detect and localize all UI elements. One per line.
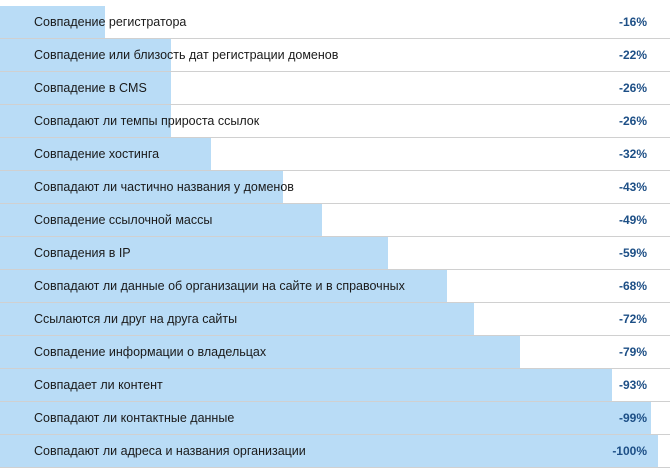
chart-row: Совпадение информации о владельцах -79% [0,336,670,369]
category-label: Совпадают ли контактные данные [34,411,235,425]
chart-bar [0,72,171,104]
chart-bar [0,138,211,170]
value-label: -43% [618,180,647,194]
chart-row: Совпадение ссылочной массы -49% [0,204,670,237]
chart-row: Совпадение хостинга -32% [0,138,670,171]
chart-row: Совпадает ли контент -93% [0,369,670,402]
value-label: -72% [618,312,647,326]
chart-bar [0,237,388,269]
category-label: Совпадение или близость дат регистрации … [34,48,339,62]
chart-bar [0,270,447,302]
chart-bar [0,435,658,467]
chart-bar [0,402,651,434]
chart-row: Совпадают ли темпы прироста ссылок -26% [0,105,670,138]
chart-bar [0,369,612,401]
category-label: Совпадения в IP [34,246,131,260]
category-label: Совпадают ли адреса и названия организац… [34,444,306,458]
value-label: -68% [618,279,647,293]
value-label: -26% [618,81,647,95]
value-label: -32% [618,147,647,161]
category-label: Совпадают ли темпы прироста ссылок [34,114,260,128]
value-label: -59% [618,246,647,260]
chart-bar [0,6,105,38]
value-label: -26% [618,114,647,128]
value-label: -93% [618,378,647,392]
chart-row: Совпадение или близость дат регистрации … [0,39,670,72]
chart-row: Ссылаются ли друг на друга сайты -72% [0,303,670,336]
category-label: Совпадают ли данные об организации на са… [34,279,405,293]
chart-row: Совпадают ли адреса и названия организац… [0,435,670,468]
chart-bar [0,303,474,335]
chart-bar [0,105,171,137]
chart-bar [0,39,171,71]
value-label: -22% [618,48,647,62]
chart-bar [0,336,520,368]
value-label: -79% [618,345,647,359]
category-label: Совпадение хостинга [34,147,160,161]
chart-row: Совпадают ли частично названия у доменов… [0,171,670,204]
value-label: -16% [618,15,647,29]
chart-bar [0,171,283,203]
category-label: Совпадение регистратора [34,15,187,29]
category-label: Совпадение в CMS [34,81,147,95]
category-label: Совпадают ли частично названия у доменов [34,180,294,194]
chart-bar [0,204,322,236]
chart-row: Совпадают ли контактные данные -99% [0,402,670,435]
chart-row: Совпадение в CMS -26% [0,72,670,105]
category-label: Совпадает ли контент [34,378,163,392]
category-label: Совпадение информации о владельцах [34,345,267,359]
category-label: Совпадение ссылочной массы [34,213,213,227]
chart-row: Совпадают ли данные об организации на са… [0,270,670,303]
chart-row: Совпадение регистратора -16% [0,6,670,39]
category-label: Ссылаются ли друг на друга сайты [34,312,238,326]
chart-row: Совпадения в IP -59% [0,237,670,270]
value-label: -49% [618,213,647,227]
value-label: -99% [618,411,647,425]
value-label: -100% [612,444,647,458]
